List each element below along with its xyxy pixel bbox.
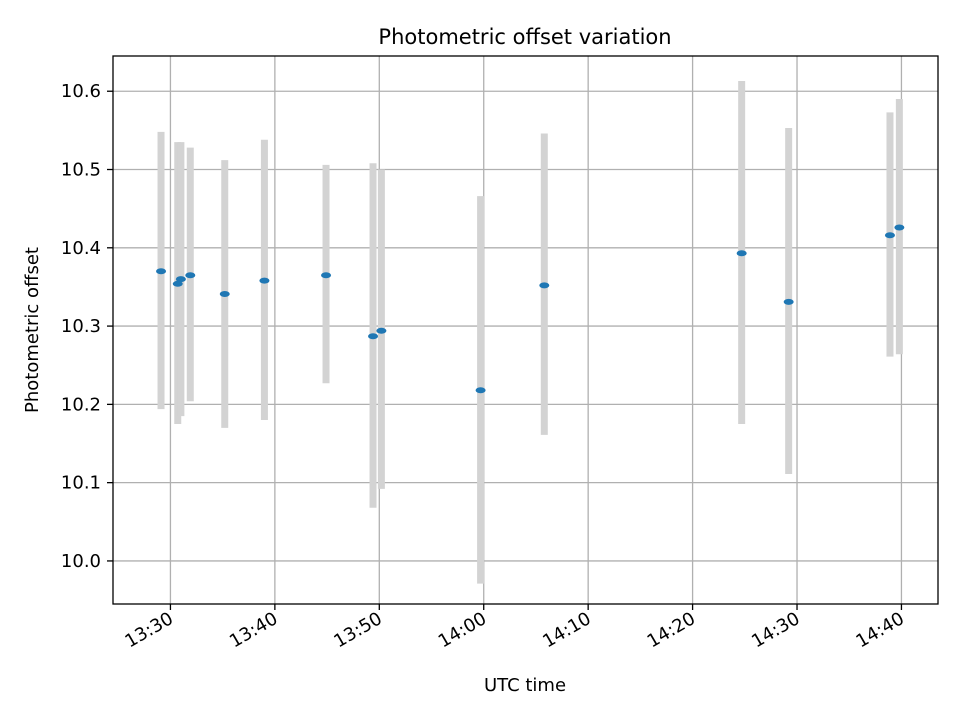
data-point: [185, 272, 196, 279]
data-point: [219, 290, 230, 297]
data-point: [321, 272, 332, 279]
y-tick-label: 10.3: [61, 316, 101, 337]
y-tick-label: 10.6: [61, 81, 101, 102]
data-point: [376, 327, 387, 334]
data-point: [259, 277, 270, 284]
data-point: [172, 280, 183, 287]
data-point: [884, 232, 895, 239]
data-point: [175, 276, 186, 283]
plot-frame: [112, 55, 939, 605]
y-axis-label: Photometric offset: [22, 247, 43, 413]
data-point: [368, 333, 379, 340]
y-axis-ticks: 10.0 10.1 10.2 10.3 10.4 10.5 10.6: [61, 81, 113, 572]
data-points: [156, 224, 905, 394]
data-point: [783, 298, 794, 305]
y-tick-label: 10.0: [61, 551, 101, 572]
y-tick-label: 10.2: [61, 394, 101, 415]
data-point: [475, 387, 486, 394]
data-point: [156, 268, 167, 275]
y-tick-label: 10.1: [61, 473, 101, 494]
data-point: [539, 282, 550, 289]
x-axis-label: UTC time: [484, 675, 566, 696]
y-tick-label: 10.4: [61, 238, 101, 259]
data-point: [736, 250, 747, 257]
chart-title: Photometric offset variation: [378, 25, 671, 49]
data-point: [894, 224, 905, 231]
y-tick-label: 10.5: [61, 160, 101, 181]
